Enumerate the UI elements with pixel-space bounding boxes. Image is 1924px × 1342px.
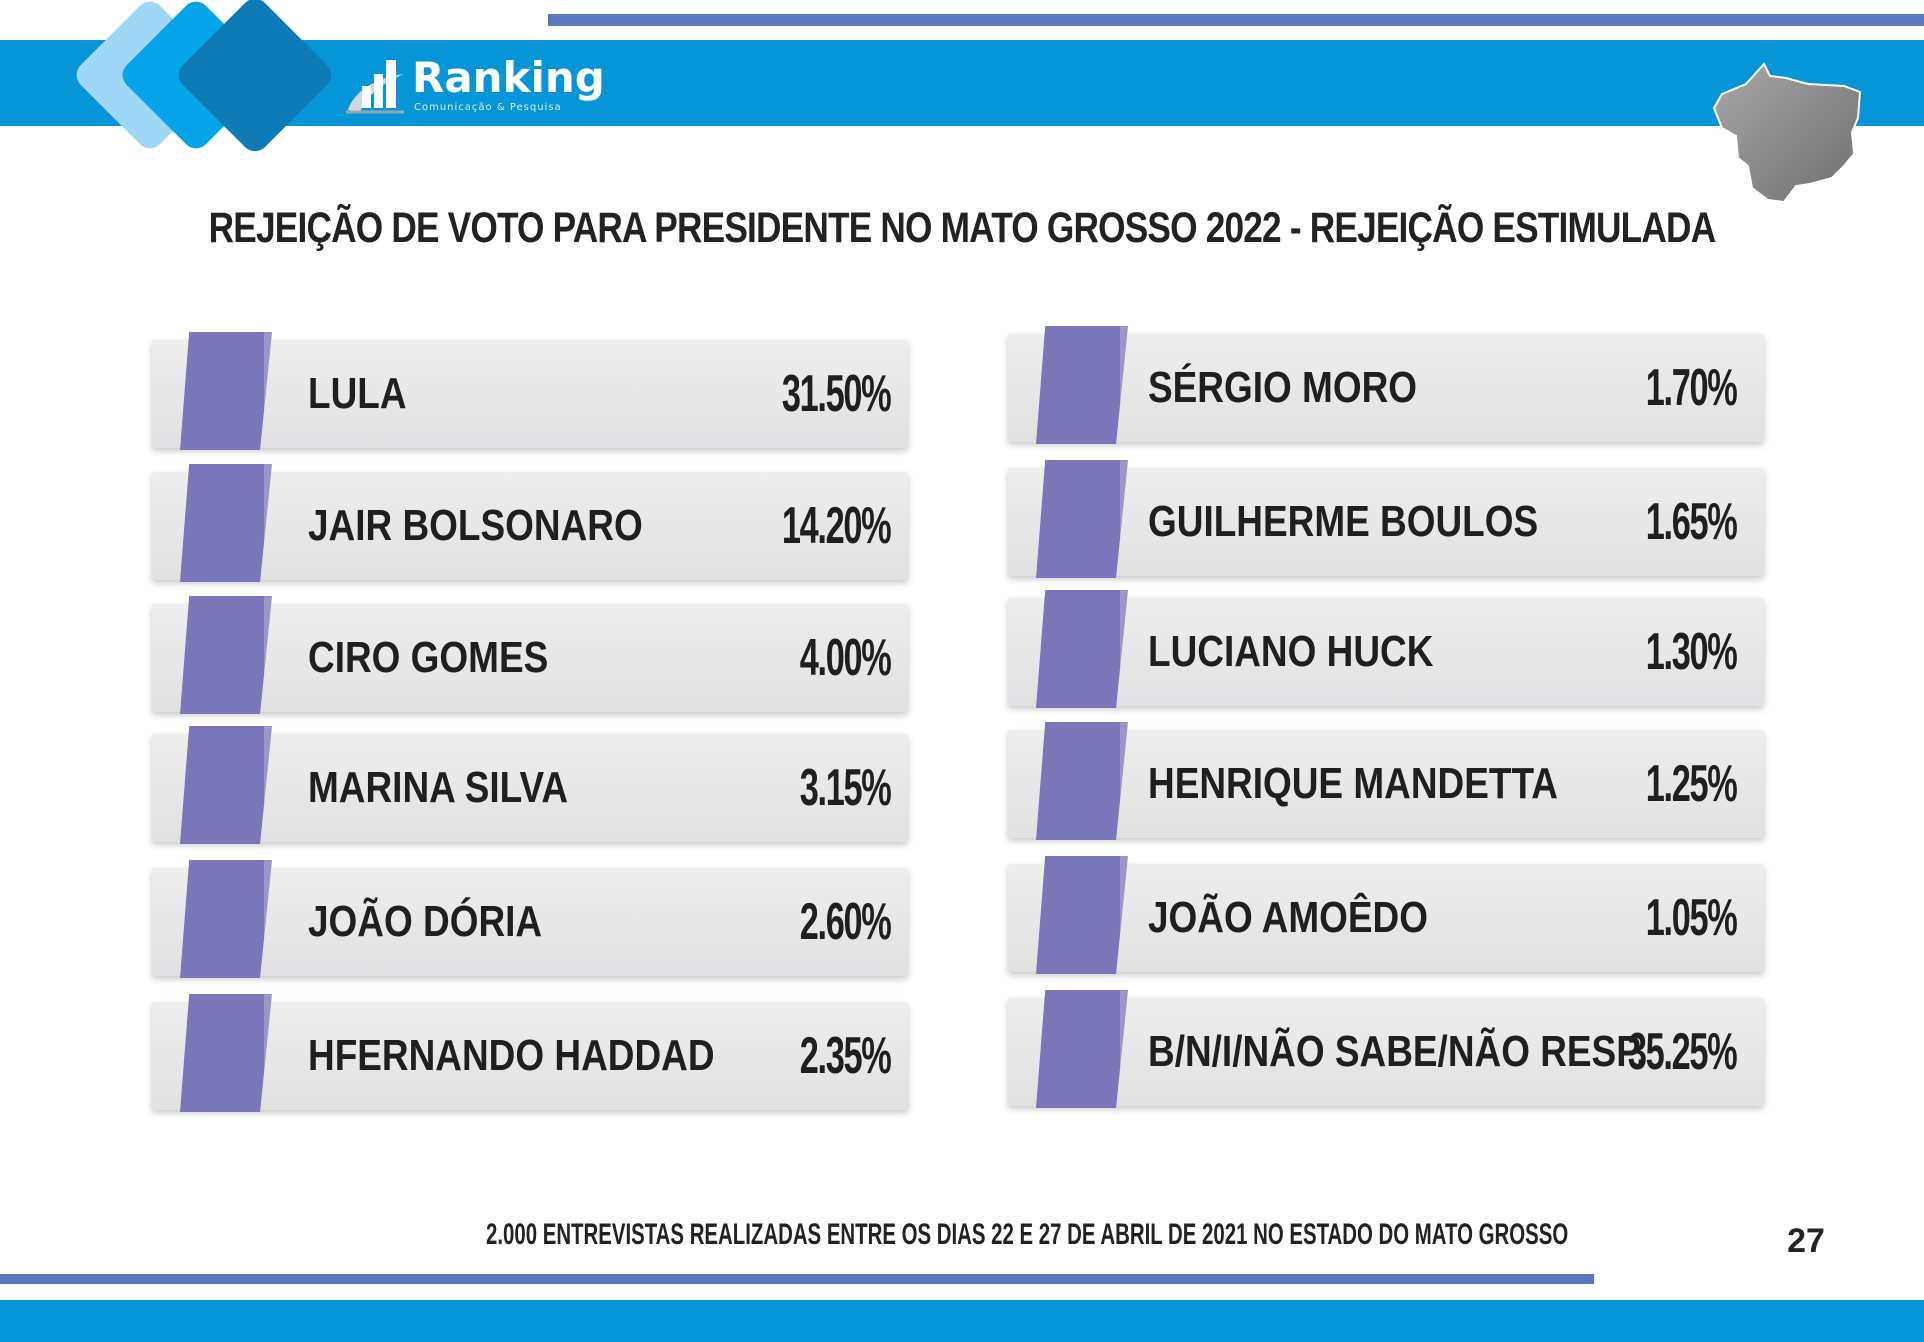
card-tab xyxy=(1036,460,1128,578)
candidate-percentage: 14.20% xyxy=(781,497,892,555)
candidate-card: HENRIQUE MANDETTA 1.25% xyxy=(1008,722,1764,840)
card-tab xyxy=(180,464,272,582)
card-tab xyxy=(1036,326,1128,444)
candidate-card: JOÃO AMOÊDO 1.05% xyxy=(1008,856,1764,974)
candidate-name: LUCIANO HUCK xyxy=(1148,627,1434,676)
candidate-percentage: 31.50% xyxy=(781,365,892,423)
candidate-name: SÉRGIO MORO xyxy=(1148,363,1418,412)
candidate-percentage: 2.35% xyxy=(799,1027,891,1085)
candidate-name: CIRO GOMES xyxy=(308,633,549,682)
candidate-card: MARINA SILVA 3.15% xyxy=(152,726,908,844)
top-stripe xyxy=(548,14,1924,26)
card-tab xyxy=(1036,856,1128,974)
page-title: REJEIÇÃO DE VOTO PARA PRESIDENTE NO MATO… xyxy=(208,204,1717,252)
candidate-name: MARINA SILVA xyxy=(308,763,569,812)
candidate-card: GUILHERME BOULOS 1.65% xyxy=(1008,460,1764,578)
card-tab xyxy=(1036,590,1128,708)
card-tab xyxy=(180,860,272,978)
candidate-name: GUILHERME BOULOS xyxy=(1148,497,1539,546)
card-tab xyxy=(180,726,272,844)
candidate-percentage: 1.05% xyxy=(1645,889,1737,947)
candidate-card: CIRO GOMES 4.00% xyxy=(152,596,908,714)
card-tab xyxy=(180,596,272,714)
candidate-name: LULA xyxy=(308,369,407,418)
candidate-name: JOÃO AMOÊDO xyxy=(1148,893,1428,942)
candidate-card: LUCIANO HUCK 1.30% xyxy=(1008,590,1764,708)
card-tab xyxy=(180,332,272,450)
ranking-logo: Ranking Comunicação & Pesquisa xyxy=(344,52,605,118)
card-tab xyxy=(1036,990,1128,1108)
candidate-name: JOÃO DÓRIA xyxy=(308,897,543,946)
logo-mark-icon xyxy=(346,60,404,114)
candidate-percentage: 35.25% xyxy=(1627,1023,1738,1081)
candidate-name: HFERNANDO HADDAD xyxy=(308,1031,715,1080)
candidate-name: HENRIQUE MANDETTA xyxy=(1148,759,1558,808)
candidate-card: JOÃO DÓRIA 2.60% xyxy=(152,860,908,978)
candidate-card: SÉRGIO MORO 1.70% xyxy=(1008,326,1764,444)
candidate-percentage: 1.65% xyxy=(1645,493,1737,551)
candidate-percentage: 4.00% xyxy=(799,629,891,687)
candidate-card: B/N/I/NÃO SABE/NÃO RESP. 35.25% xyxy=(1008,990,1764,1108)
candidate-card: HFERNANDO HADDAD 2.35% xyxy=(152,994,908,1112)
candidate-card: LULA 31.50% xyxy=(152,332,908,450)
candidate-card: JAIR BOLSONARO 14.20% xyxy=(152,464,908,582)
logo-tagline: Comunicação & Pesquisa xyxy=(414,102,562,113)
candidate-name: JAIR BOLSONARO xyxy=(308,501,643,550)
page-number: 27 xyxy=(1787,1222,1825,1260)
footer-band xyxy=(0,1300,1924,1342)
mato-grosso-map-icon xyxy=(1712,62,1862,204)
card-tab xyxy=(1036,722,1128,840)
candidate-percentage: 1.70% xyxy=(1645,359,1737,417)
candidate-percentage: 1.30% xyxy=(1645,623,1737,681)
card-tab xyxy=(180,994,272,1112)
candidate-percentage: 2.60% xyxy=(799,893,891,951)
bottom-stripe xyxy=(0,1274,1594,1284)
survey-footnote: 2.000 ENTREVISTAS REALIZADAS ENTRE OS DI… xyxy=(486,1218,1569,1251)
candidate-percentage: 3.15% xyxy=(799,759,891,817)
logo-name: Ranking xyxy=(412,53,605,102)
candidate-name: B/N/I/NÃO SABE/NÃO RESP. xyxy=(1148,1027,1647,1076)
candidate-percentage: 1.25% xyxy=(1645,755,1737,813)
